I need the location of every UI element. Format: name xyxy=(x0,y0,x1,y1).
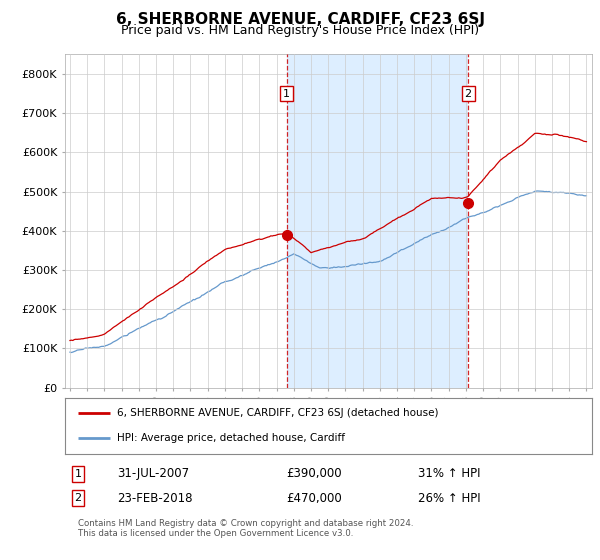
Text: 23-FEB-2018: 23-FEB-2018 xyxy=(118,492,193,505)
Text: 6, SHERBORNE AVENUE, CARDIFF, CF23 6SJ: 6, SHERBORNE AVENUE, CARDIFF, CF23 6SJ xyxy=(115,12,485,27)
Text: 1: 1 xyxy=(283,88,290,99)
Text: £390,000: £390,000 xyxy=(286,467,341,480)
Text: 1: 1 xyxy=(74,469,82,479)
Text: 2: 2 xyxy=(74,493,82,503)
Text: 26% ↑ HPI: 26% ↑ HPI xyxy=(418,492,481,505)
Text: HPI: Average price, detached house, Cardiff: HPI: Average price, detached house, Card… xyxy=(118,433,346,443)
Bar xyxy=(287,54,468,388)
Text: Price paid vs. HM Land Registry's House Price Index (HPI): Price paid vs. HM Land Registry's House … xyxy=(121,24,479,37)
Text: 2: 2 xyxy=(464,88,472,99)
Text: 6, SHERBORNE AVENUE, CARDIFF, CF23 6SJ (detached house): 6, SHERBORNE AVENUE, CARDIFF, CF23 6SJ (… xyxy=(118,408,439,418)
Text: 31-JUL-2007: 31-JUL-2007 xyxy=(118,467,190,480)
Text: Contains HM Land Registry data © Crown copyright and database right 2024.
This d: Contains HM Land Registry data © Crown c… xyxy=(78,519,413,538)
Text: 31% ↑ HPI: 31% ↑ HPI xyxy=(418,467,480,480)
Text: £470,000: £470,000 xyxy=(286,492,342,505)
